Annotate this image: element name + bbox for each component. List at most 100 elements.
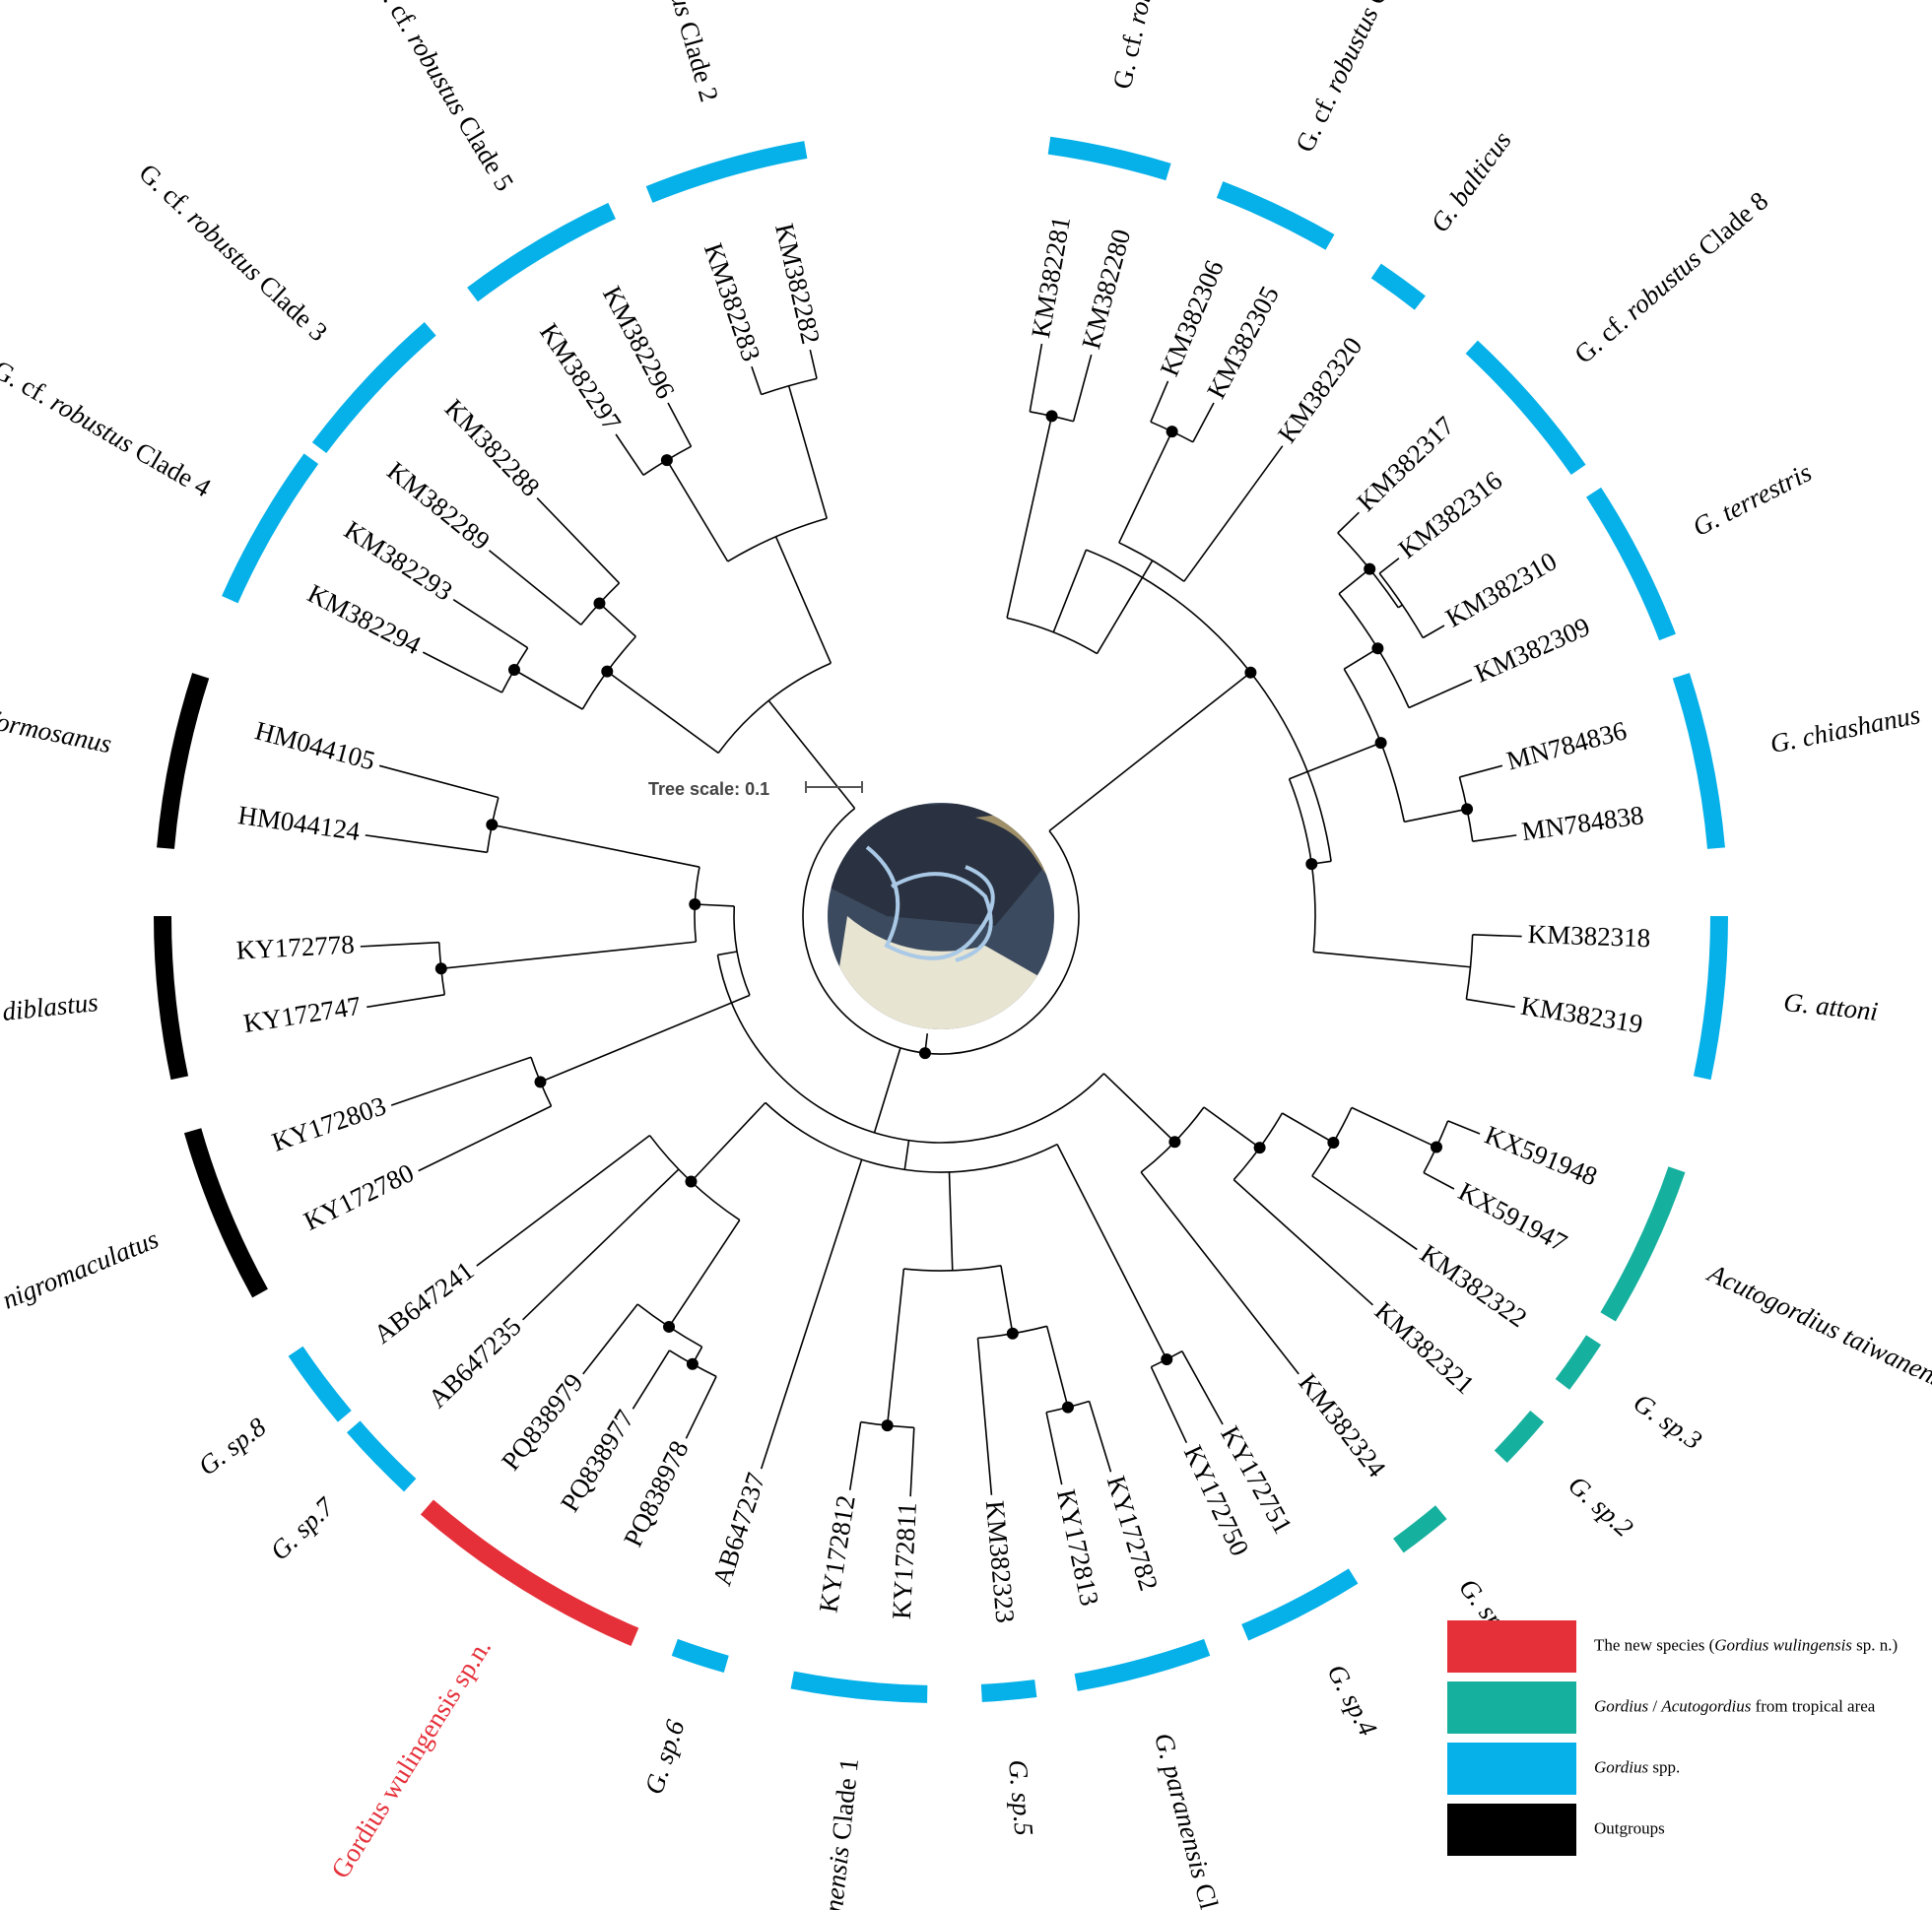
node-dot (1045, 410, 1058, 423)
leaf-label: PQ838977 (555, 1405, 640, 1517)
clade-bar (1586, 487, 1676, 641)
node-dot (881, 1419, 894, 1432)
leaf-label: PQ838979 (496, 1368, 589, 1476)
leaf-label: KY172747 (241, 991, 363, 1038)
leaf-label: HM044124 (236, 800, 363, 846)
clade-bar (1370, 263, 1426, 310)
leaf-label: KM382324 (1293, 1368, 1392, 1483)
leaf-label: KM382320 (1272, 332, 1367, 448)
legend-label: Gordius spp. (1594, 1757, 1680, 1776)
leaf-label: KM382293 (339, 515, 458, 607)
leaf-label: KM382322 (1415, 1238, 1532, 1333)
node-dot (663, 1320, 676, 1333)
legend-swatch (1447, 1804, 1576, 1856)
clade-bar (645, 141, 808, 203)
node-dot (1244, 666, 1257, 679)
clade-label-robustus-1: G. cf. robustus Clade 1 (1107, 0, 1189, 92)
leaf-label: AB647235 (423, 1311, 527, 1414)
leaf-label: AB647237 (706, 1469, 770, 1589)
clade-bar (1494, 1410, 1545, 1464)
clade-label-gsp2: G. sp.2 (1563, 1470, 1638, 1543)
clade-label-euchordodes: Euchordodes nigromaculatus (0, 1224, 163, 1371)
legend-swatch (1447, 1681, 1576, 1734)
clade-bar (183, 1128, 268, 1298)
node-dot (434, 962, 447, 975)
node-dot (1364, 562, 1376, 575)
clade-label-robustus-6: G. cf. robustus Clade 6 (1290, 0, 1422, 157)
leaf-label: KY172813 (1051, 1486, 1104, 1609)
tree-branches (360, 343, 1522, 1497)
leaf-label: KY172782 (1101, 1473, 1165, 1595)
clade-bar (980, 1679, 1037, 1702)
clade-bar (222, 453, 319, 604)
leaf-label: KM382289 (381, 456, 496, 557)
leaf-label: MN784838 (1520, 800, 1645, 846)
clade-bar (790, 1671, 928, 1703)
leaf-label: KY172811 (887, 1501, 922, 1619)
leaf-label: KM382321 (1369, 1296, 1481, 1401)
leaf-label: KM382318 (1527, 919, 1650, 953)
node-dot (1061, 1401, 1074, 1414)
node-dot (1374, 737, 1387, 750)
node-dot (1161, 1352, 1173, 1365)
leaf-label: KM382280 (1076, 226, 1136, 352)
node-dot (1371, 642, 1384, 655)
node-dot (1006, 1327, 1019, 1340)
node-dot (685, 1175, 698, 1188)
tree-scale: Tree scale: 0.1 (648, 779, 863, 799)
node-dot (686, 1357, 699, 1370)
clade-bar (1465, 340, 1586, 476)
clade-label-robustus-8: G. cf. robustus Clade 8 (1568, 186, 1773, 369)
leaf-label: KM382281 (1026, 214, 1076, 340)
clade-label-gsp8: G. sp.8 (193, 1412, 272, 1482)
leaf-label: PQ838978 (618, 1436, 695, 1551)
clade-bar (1047, 136, 1171, 181)
clade-label-robustus-4: G. cf. robustus Clade 4 (0, 355, 217, 503)
leaf-label: KY172778 (235, 929, 355, 964)
leaf-label: KM382283 (699, 239, 766, 364)
leaf-label: KM382294 (302, 578, 426, 660)
leaf-label: KM382309 (1470, 612, 1594, 689)
node-dot (1166, 426, 1178, 438)
leaf-label: MN784836 (1503, 715, 1630, 775)
clade-bar (420, 1499, 639, 1647)
leaf-label: KY172812 (813, 1493, 860, 1614)
legend-label: Gordius / Acutogordius from tropical are… (1594, 1696, 1876, 1715)
clade-bar (311, 321, 436, 453)
clade-bar (1693, 915, 1728, 1081)
clade-bar (1393, 1505, 1447, 1553)
node-dot (534, 1076, 547, 1088)
clade-label-robustus-5: G. cf. robustus Clade 5 (367, 0, 519, 196)
leaf-label: KX591948 (1481, 1120, 1602, 1192)
clade-bar (157, 673, 210, 849)
clade-bar (288, 1346, 352, 1422)
node-dot (1168, 1136, 1181, 1149)
clade-label-chiashanus: G. chiashanus (1767, 699, 1922, 758)
clade-label-gsp7: G. sp.7 (264, 1491, 340, 1566)
legend: The new species (Gordius wulingensis sp.… (1447, 1620, 1898, 1856)
clade-bar (1216, 181, 1335, 250)
leaf-label: HM044105 (252, 715, 378, 775)
clade-label-robustus-3: G. cf. robustus Clade 3 (133, 158, 333, 347)
node-dot (689, 898, 701, 911)
node-dot (918, 1047, 931, 1060)
node-dot (486, 819, 499, 831)
node-dot (660, 454, 673, 467)
clade-bar (1600, 1166, 1686, 1322)
tree-scale-label: Tree scale: 0.1 (648, 779, 769, 799)
clade-bar (1241, 1568, 1359, 1641)
clade-bar (671, 1638, 729, 1674)
clade-bar (346, 1420, 417, 1492)
legend-label: Outgroups (1594, 1818, 1665, 1837)
clade-bar (154, 915, 189, 1081)
leaf-label: KM382288 (439, 393, 546, 501)
node-dot (601, 665, 614, 678)
clade-bars (154, 136, 1728, 1703)
node-dot (1305, 858, 1318, 871)
leaf-label: KY172780 (300, 1157, 419, 1236)
clade-label-attoni: G. attoni (1782, 987, 1880, 1026)
clade-label-chordodes: Chordodes formosanus (0, 681, 114, 758)
leaf-label: AB647241 (368, 1255, 480, 1349)
leaf-label: KM382297 (534, 318, 627, 436)
